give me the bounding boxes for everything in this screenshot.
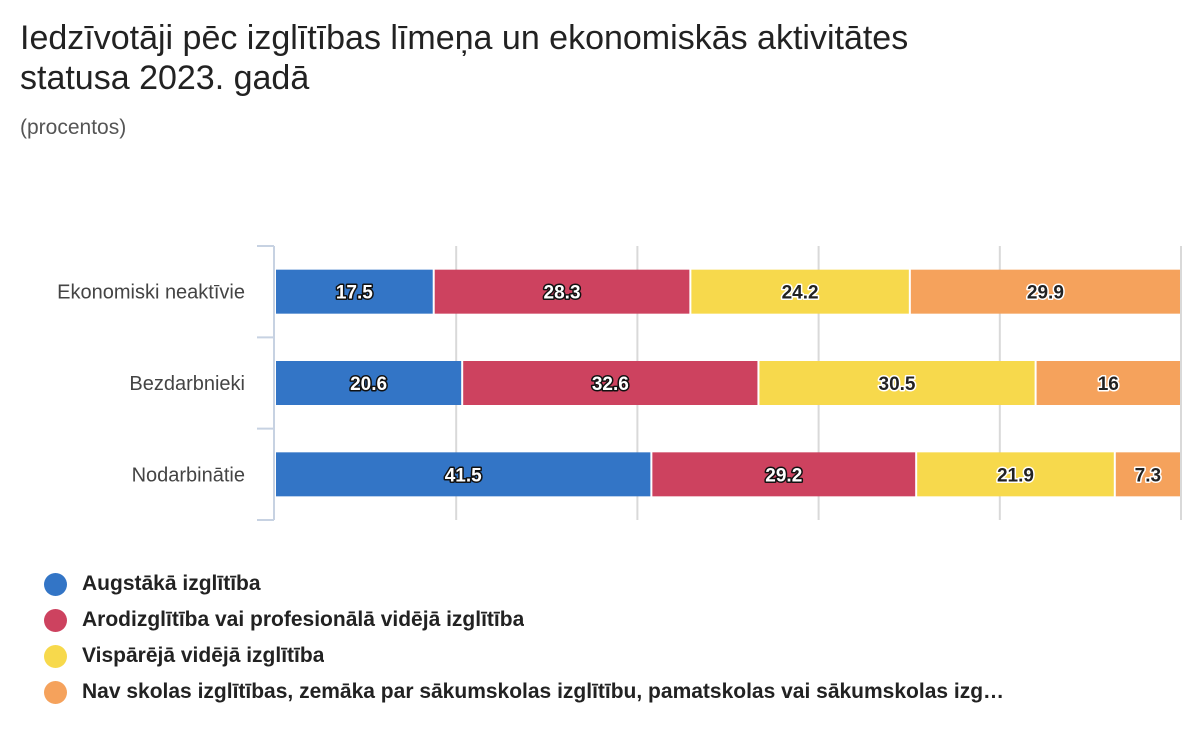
stacked-bar-chart: Ekonomiski neaktīvie Bezdarbnieki Nodarbin… — [57, 245, 1182, 521]
legend-item[interactable]: Vispārējā vidējā izglītība — [44, 638, 1174, 674]
data-label: 21.9 — [997, 465, 1034, 486]
legend: Augstākā izglītība Arodizglītība vai prof… — [44, 566, 1174, 710]
data-label: 24.2 — [782, 283, 819, 304]
data-label: 16 — [1098, 374, 1119, 395]
bar-segment[interactable] — [276, 452, 651, 497]
bar-segment[interactable] — [917, 452, 1114, 497]
bar-segment[interactable] — [1036, 361, 1180, 405]
bar-segment[interactable] — [276, 361, 462, 405]
bar-segment[interactable] — [759, 361, 1035, 405]
category-label: Nodarbinātie — [132, 464, 245, 486]
legend-swatch — [44, 644, 67, 668]
data-label: 30.5 — [879, 374, 916, 395]
value-labels: 17.5 28.3 24.2 29.9 20.6 32.6 30.5 16 41.5 29.2 21… — [334, 281, 1162, 488]
bar-segment[interactable] — [276, 269, 433, 314]
bar-segment[interactable] — [1115, 452, 1180, 497]
data-label: 29.9 — [1027, 283, 1064, 304]
legend-swatch — [44, 572, 67, 596]
bar-segment[interactable] — [463, 361, 758, 405]
legend-item[interactable]: Augstākā izglītība — [44, 566, 1174, 602]
bar-segment[interactable] — [910, 269, 1180, 314]
chart-title: Iedzīvotāji pēc izglītības līmeņa un eko… — [20, 19, 909, 97]
chart-subtitle: (procentos) — [20, 116, 127, 139]
legend-item[interactable]: Arodizglītība vai profesionālā vidējā iz… — [44, 602, 1174, 638]
data-label: 32.6 — [592, 374, 629, 395]
bar-segment[interactable] — [434, 269, 690, 314]
data-label: 17.5 — [336, 283, 373, 304]
legend-swatch — [44, 680, 67, 704]
category-axis: Ekonomiski neaktīvie Bezdarbnieki Nodarbin… — [57, 245, 275, 521]
bar-segment[interactable] — [691, 269, 909, 314]
data-label: 41.5 — [445, 465, 482, 486]
data-label: 20.6 — [350, 374, 387, 395]
category-label: Ekonomiski neaktīvie — [57, 282, 245, 304]
data-label: 29.2 — [765, 465, 802, 486]
legend-label: Vispārējā vidējā izglītība — [82, 644, 325, 667]
legend-item[interactable]: Nav skolas izglītības, zemāka par sākums… — [44, 674, 1174, 710]
category-label: Bezdarbnieki — [129, 373, 245, 395]
bar-segment[interactable] — [652, 452, 916, 497]
data-label: 28.3 — [544, 283, 581, 304]
legend-label: Augstākā izglītība — [82, 572, 261, 595]
legend-label: Arodizglītība vai profesionālā vidējā iz… — [82, 608, 525, 631]
legend-label: Nav skolas izglītības, zemāka par sākums… — [82, 680, 1005, 703]
data-label: 7.3 — [1135, 465, 1161, 486]
legend-swatch — [44, 608, 67, 632]
bars — [276, 269, 1180, 497]
